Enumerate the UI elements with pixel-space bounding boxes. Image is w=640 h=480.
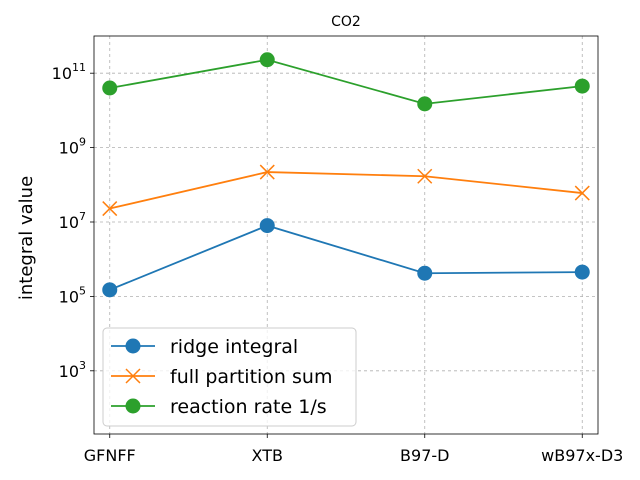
legend: ridge integral full partition sum reaction… — [102, 327, 357, 427]
data-point-reaction-rate-1-s — [574, 78, 590, 94]
y-tick-label: 109 — [59, 136, 86, 158]
data-point-ridge-integral — [102, 282, 118, 298]
y-tick-base: 10 — [59, 213, 79, 232]
y-tick-base: 10 — [52, 64, 72, 83]
x-tick-label: XTB — [252, 446, 283, 465]
y-tick-exponent: 11 — [72, 61, 86, 74]
x-tick-label: B97-D — [400, 446, 449, 465]
y-tick-base: 10 — [59, 362, 79, 381]
series-line-full-partition-sum — [109, 171, 583, 210]
data-point-full-partition-sum-stroke — [574, 185, 590, 201]
data-point-full-partition-sum — [417, 168, 433, 184]
legend-label-full-partition-sum: full partition sum — [170, 366, 332, 388]
data-point-ridge-integral — [259, 218, 275, 234]
data-point-full-partition-sum-stroke — [259, 164, 275, 180]
data-point-reaction-rate-1-s — [102, 80, 118, 96]
y-tick-exponent: 3 — [79, 359, 86, 372]
y-tick-base: 10 — [59, 139, 79, 158]
legend-box — [102, 327, 357, 427]
y-tick-label: 107 — [59, 210, 86, 232]
data-point-ridge-integral — [574, 264, 590, 280]
x-tick-label: wB97x-D3 — [541, 446, 623, 465]
data-point-ridge-integral — [417, 265, 433, 281]
y-tick-exponent: 7 — [79, 210, 86, 223]
legend-label-reaction-rate-1-s: reaction rate 1/s — [170, 396, 327, 418]
data-point-full-partition-sum-stroke — [102, 201, 118, 217]
data-point-full-partition-sum-stroke — [417, 168, 433, 184]
y-tick-exponent: 9 — [79, 136, 86, 149]
data-point-full-partition-sum — [259, 164, 275, 180]
data-point-reaction-rate-1-s — [259, 52, 275, 68]
chart-title: CO2 — [331, 14, 361, 30]
plot-frame — [93, 35, 599, 435]
y-axis-label: integral value — [16, 176, 37, 300]
data-point-reaction-rate-1-s — [417, 96, 433, 112]
legend-marker-reaction-rate-1-s — [125, 398, 141, 414]
series-line-ridge-integral — [109, 224, 583, 291]
y-tick-label: 103 — [59, 359, 86, 381]
x-tick-label: GFNFF — [84, 446, 136, 465]
y-tick-label: 105 — [59, 284, 86, 306]
series-layer — [102, 52, 590, 298]
legend-marker-ridge-integral — [125, 338, 141, 354]
x-axis: GFNFF XTB B97-D wB97x-D3 — [84, 434, 623, 465]
legend-marker-full-partition-sum-stroke — [125, 368, 141, 384]
data-point-full-partition-sum — [574, 185, 590, 201]
legend-marker-full-partition-sum — [125, 368, 141, 384]
y-tick-exponent: 5 — [79, 284, 86, 297]
y-tick-base: 10 — [59, 287, 79, 306]
data-point-full-partition-sum — [102, 201, 118, 217]
y-tick-label: 1011 — [52, 61, 86, 83]
legend-label-ridge-integral: ridge integral — [170, 336, 298, 358]
series-line-reaction-rate-1-s — [109, 58, 583, 105]
